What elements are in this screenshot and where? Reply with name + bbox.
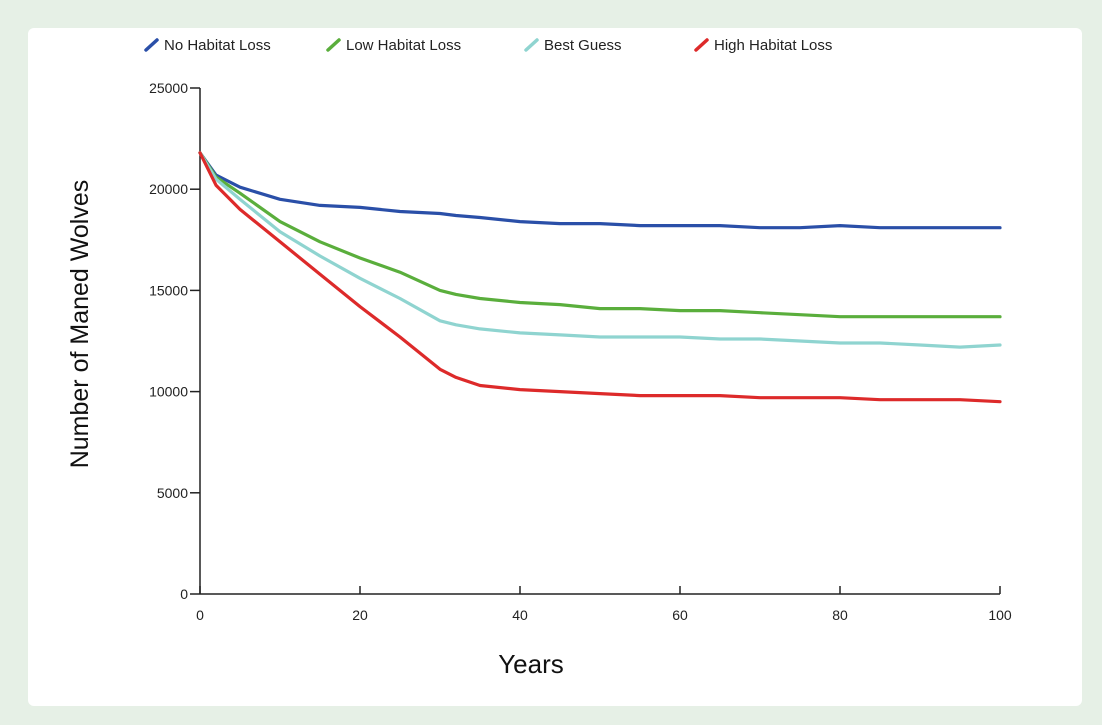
legend: No Habitat Loss Low Habitat Loss Best Gues… [144,37,832,54]
chart-panel: No Habitat Loss Low Habitat Loss Best Gues… [28,28,1082,706]
x-ticks: 0 20 40 60 80 100 [196,586,1012,623]
legend-swatch-no-habitat-loss [144,38,159,52]
line-chart: No Habitat Loss Low Habitat Loss Best Gues… [66,37,1012,679]
y-axis-title: Number of Maned Wolves [66,180,94,469]
legend-label-low-habitat-loss: Low Habitat Loss [346,37,461,54]
y-tick-label: 25000 [149,80,188,96]
series-line-best-guess [198,151,1002,349]
x-tick-label: 60 [672,607,688,623]
series-line-no-habitat-loss [198,151,1002,230]
x-axis-title: Years [498,649,564,679]
y-tick-label: 0 [180,586,188,602]
series-layer [198,151,1002,404]
x-tick-label: 100 [988,607,1012,623]
y-ticks: 0 5000 10000 15000 20000 25000 [149,80,200,602]
legend-swatch-high-habitat-loss [694,38,709,52]
x-tick-label: 0 [196,607,204,623]
axes: 0 5000 10000 15000 20000 25000 0 20 40 60 80 100 [149,80,1012,623]
y-tick-label: 10000 [149,384,188,400]
series-line-low-habitat-loss [198,151,1002,319]
legend-label-no-habitat-loss: No Habitat Loss [164,37,271,54]
series-line-high-habitat-loss [198,151,1002,404]
legend-label-best-guess: Best Guess [544,37,622,54]
legend-label-high-habitat-loss: High Habitat Loss [714,37,832,54]
x-tick-label: 80 [832,607,848,623]
legend-swatch-low-habitat-loss [326,38,341,52]
x-tick-label: 20 [352,607,368,623]
x-tick-label: 40 [512,607,528,623]
y-tick-label: 5000 [157,485,188,501]
y-tick-label: 15000 [149,282,188,298]
legend-swatch-best-guess [524,38,539,52]
y-tick-label: 20000 [149,181,188,197]
